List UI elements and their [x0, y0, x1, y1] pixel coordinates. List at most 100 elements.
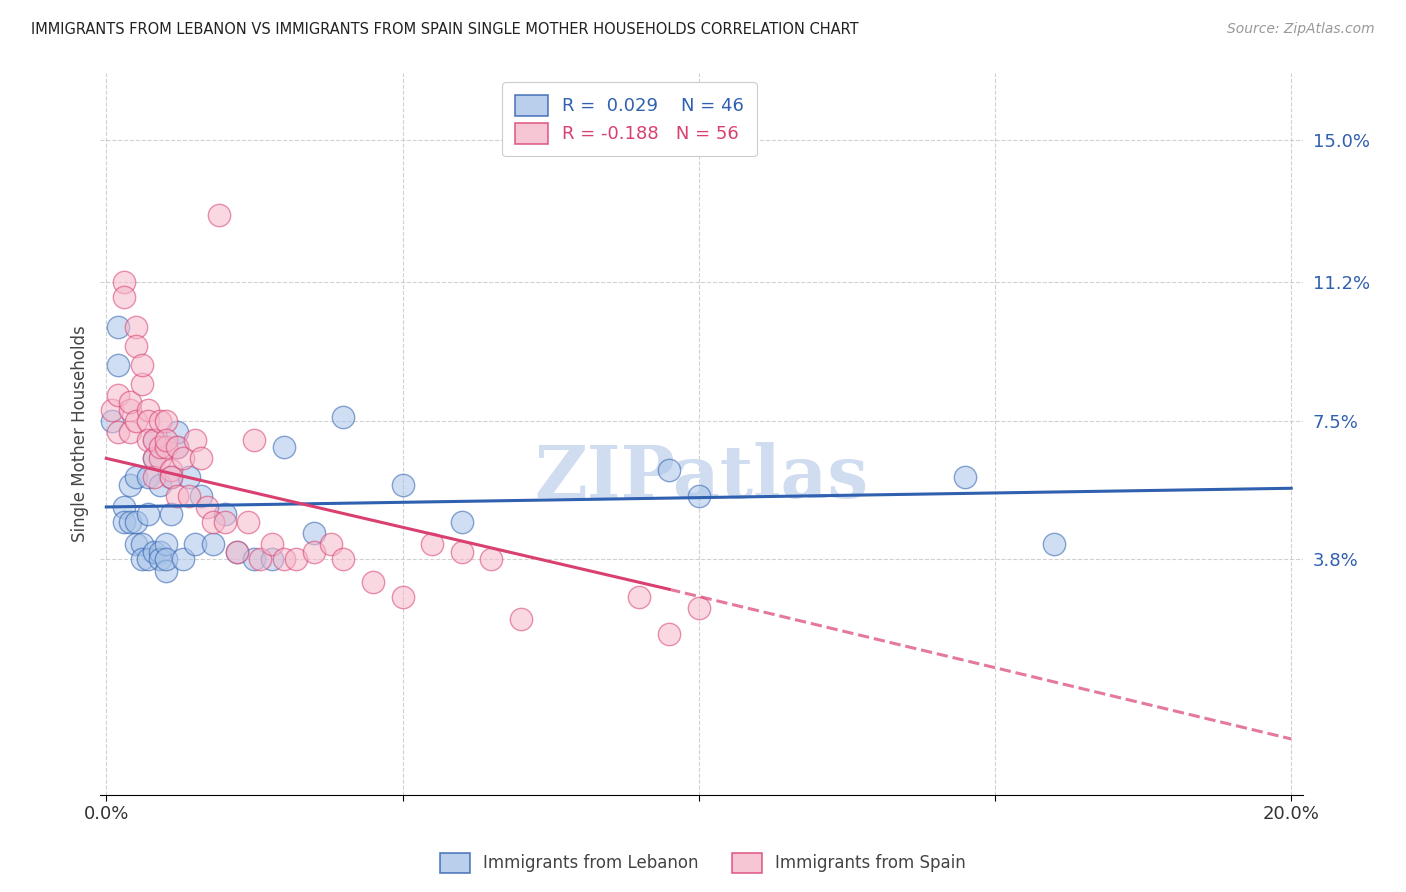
Point: [112, 290, 135, 304]
Point: [190, 489, 212, 503]
Point: [450, 515, 472, 529]
Text: IMMIGRANTS FROM LEBANON VS IMMIGRANTS FROM SPAIN SINGLE MOTHER HOUSEHOLDS CORREL: IMMIGRANTS FROM LEBANON VS IMMIGRANTS FR…: [31, 22, 859, 37]
Point: [249, 552, 271, 566]
Point: [136, 508, 159, 522]
Point: [155, 564, 177, 578]
Y-axis label: Single Mother Households: Single Mother Households: [72, 326, 89, 542]
Point: [225, 545, 247, 559]
Point: [142, 451, 165, 466]
Point: [479, 552, 502, 566]
Point: [1043, 537, 1066, 551]
Point: [166, 489, 188, 503]
Point: [118, 515, 141, 529]
Point: [136, 414, 159, 428]
Point: [688, 601, 710, 615]
Point: [136, 402, 159, 417]
Point: [179, 489, 201, 503]
Point: [107, 320, 129, 334]
Point: [201, 515, 224, 529]
Point: [208, 208, 231, 222]
Point: [107, 358, 129, 372]
Point: [190, 451, 212, 466]
Point: [160, 508, 183, 522]
Legend: R =  0.029    N = 46, R = -0.188   N = 56: R = 0.029 N = 46, R = -0.188 N = 56: [502, 82, 756, 156]
Point: [332, 552, 354, 566]
Point: [243, 552, 266, 566]
Point: [166, 425, 188, 439]
Point: [391, 590, 413, 604]
Point: [101, 402, 124, 417]
Point: [321, 537, 343, 551]
Point: [155, 440, 177, 454]
Point: [201, 537, 224, 551]
Point: [149, 451, 172, 466]
Point: [142, 433, 165, 447]
Point: [166, 440, 188, 454]
Point: [155, 414, 177, 428]
Point: [149, 440, 172, 454]
Point: [273, 440, 295, 454]
Point: [179, 470, 201, 484]
Point: [391, 477, 413, 491]
Point: [155, 552, 177, 566]
Point: [420, 537, 443, 551]
Point: [149, 414, 172, 428]
Point: [107, 388, 129, 402]
Point: [149, 545, 172, 559]
Point: [101, 414, 124, 428]
Point: [142, 470, 165, 484]
Point: [155, 537, 177, 551]
Point: [118, 477, 141, 491]
Text: Source: ZipAtlas.com: Source: ZipAtlas.com: [1227, 22, 1375, 37]
Point: [112, 500, 135, 514]
Point: [658, 627, 681, 641]
Point: [125, 414, 148, 428]
Point: [118, 395, 141, 409]
Point: [628, 590, 651, 604]
Point: [131, 552, 153, 566]
Point: [118, 425, 141, 439]
Point: [184, 537, 207, 551]
Point: [136, 433, 159, 447]
Point: [361, 574, 384, 589]
Point: [142, 545, 165, 559]
Point: [284, 552, 307, 566]
Point: [302, 526, 325, 541]
Point: [125, 320, 148, 334]
Point: [125, 537, 148, 551]
Point: [136, 552, 159, 566]
Point: [131, 376, 153, 391]
Point: [273, 552, 295, 566]
Point: [112, 276, 135, 290]
Point: [149, 477, 172, 491]
Point: [155, 433, 177, 447]
Point: [112, 515, 135, 529]
Point: [172, 552, 194, 566]
Point: [195, 500, 218, 514]
Point: [243, 433, 266, 447]
Point: [214, 508, 236, 522]
Point: [131, 537, 153, 551]
Point: [450, 545, 472, 559]
Legend: Immigrants from Lebanon, Immigrants from Spain: Immigrants from Lebanon, Immigrants from…: [433, 847, 973, 880]
Point: [142, 433, 165, 447]
Point: [172, 451, 194, 466]
Point: [214, 515, 236, 529]
Point: [142, 451, 165, 466]
Point: [688, 489, 710, 503]
Point: [955, 470, 977, 484]
Point: [166, 440, 188, 454]
Point: [184, 433, 207, 447]
Point: [131, 358, 153, 372]
Point: [125, 515, 148, 529]
Point: [136, 470, 159, 484]
Point: [160, 462, 183, 476]
Point: [658, 462, 681, 476]
Point: [238, 515, 260, 529]
Point: [125, 470, 148, 484]
Point: [118, 402, 141, 417]
Point: [262, 537, 284, 551]
Point: [225, 545, 247, 559]
Point: [160, 470, 183, 484]
Point: [302, 545, 325, 559]
